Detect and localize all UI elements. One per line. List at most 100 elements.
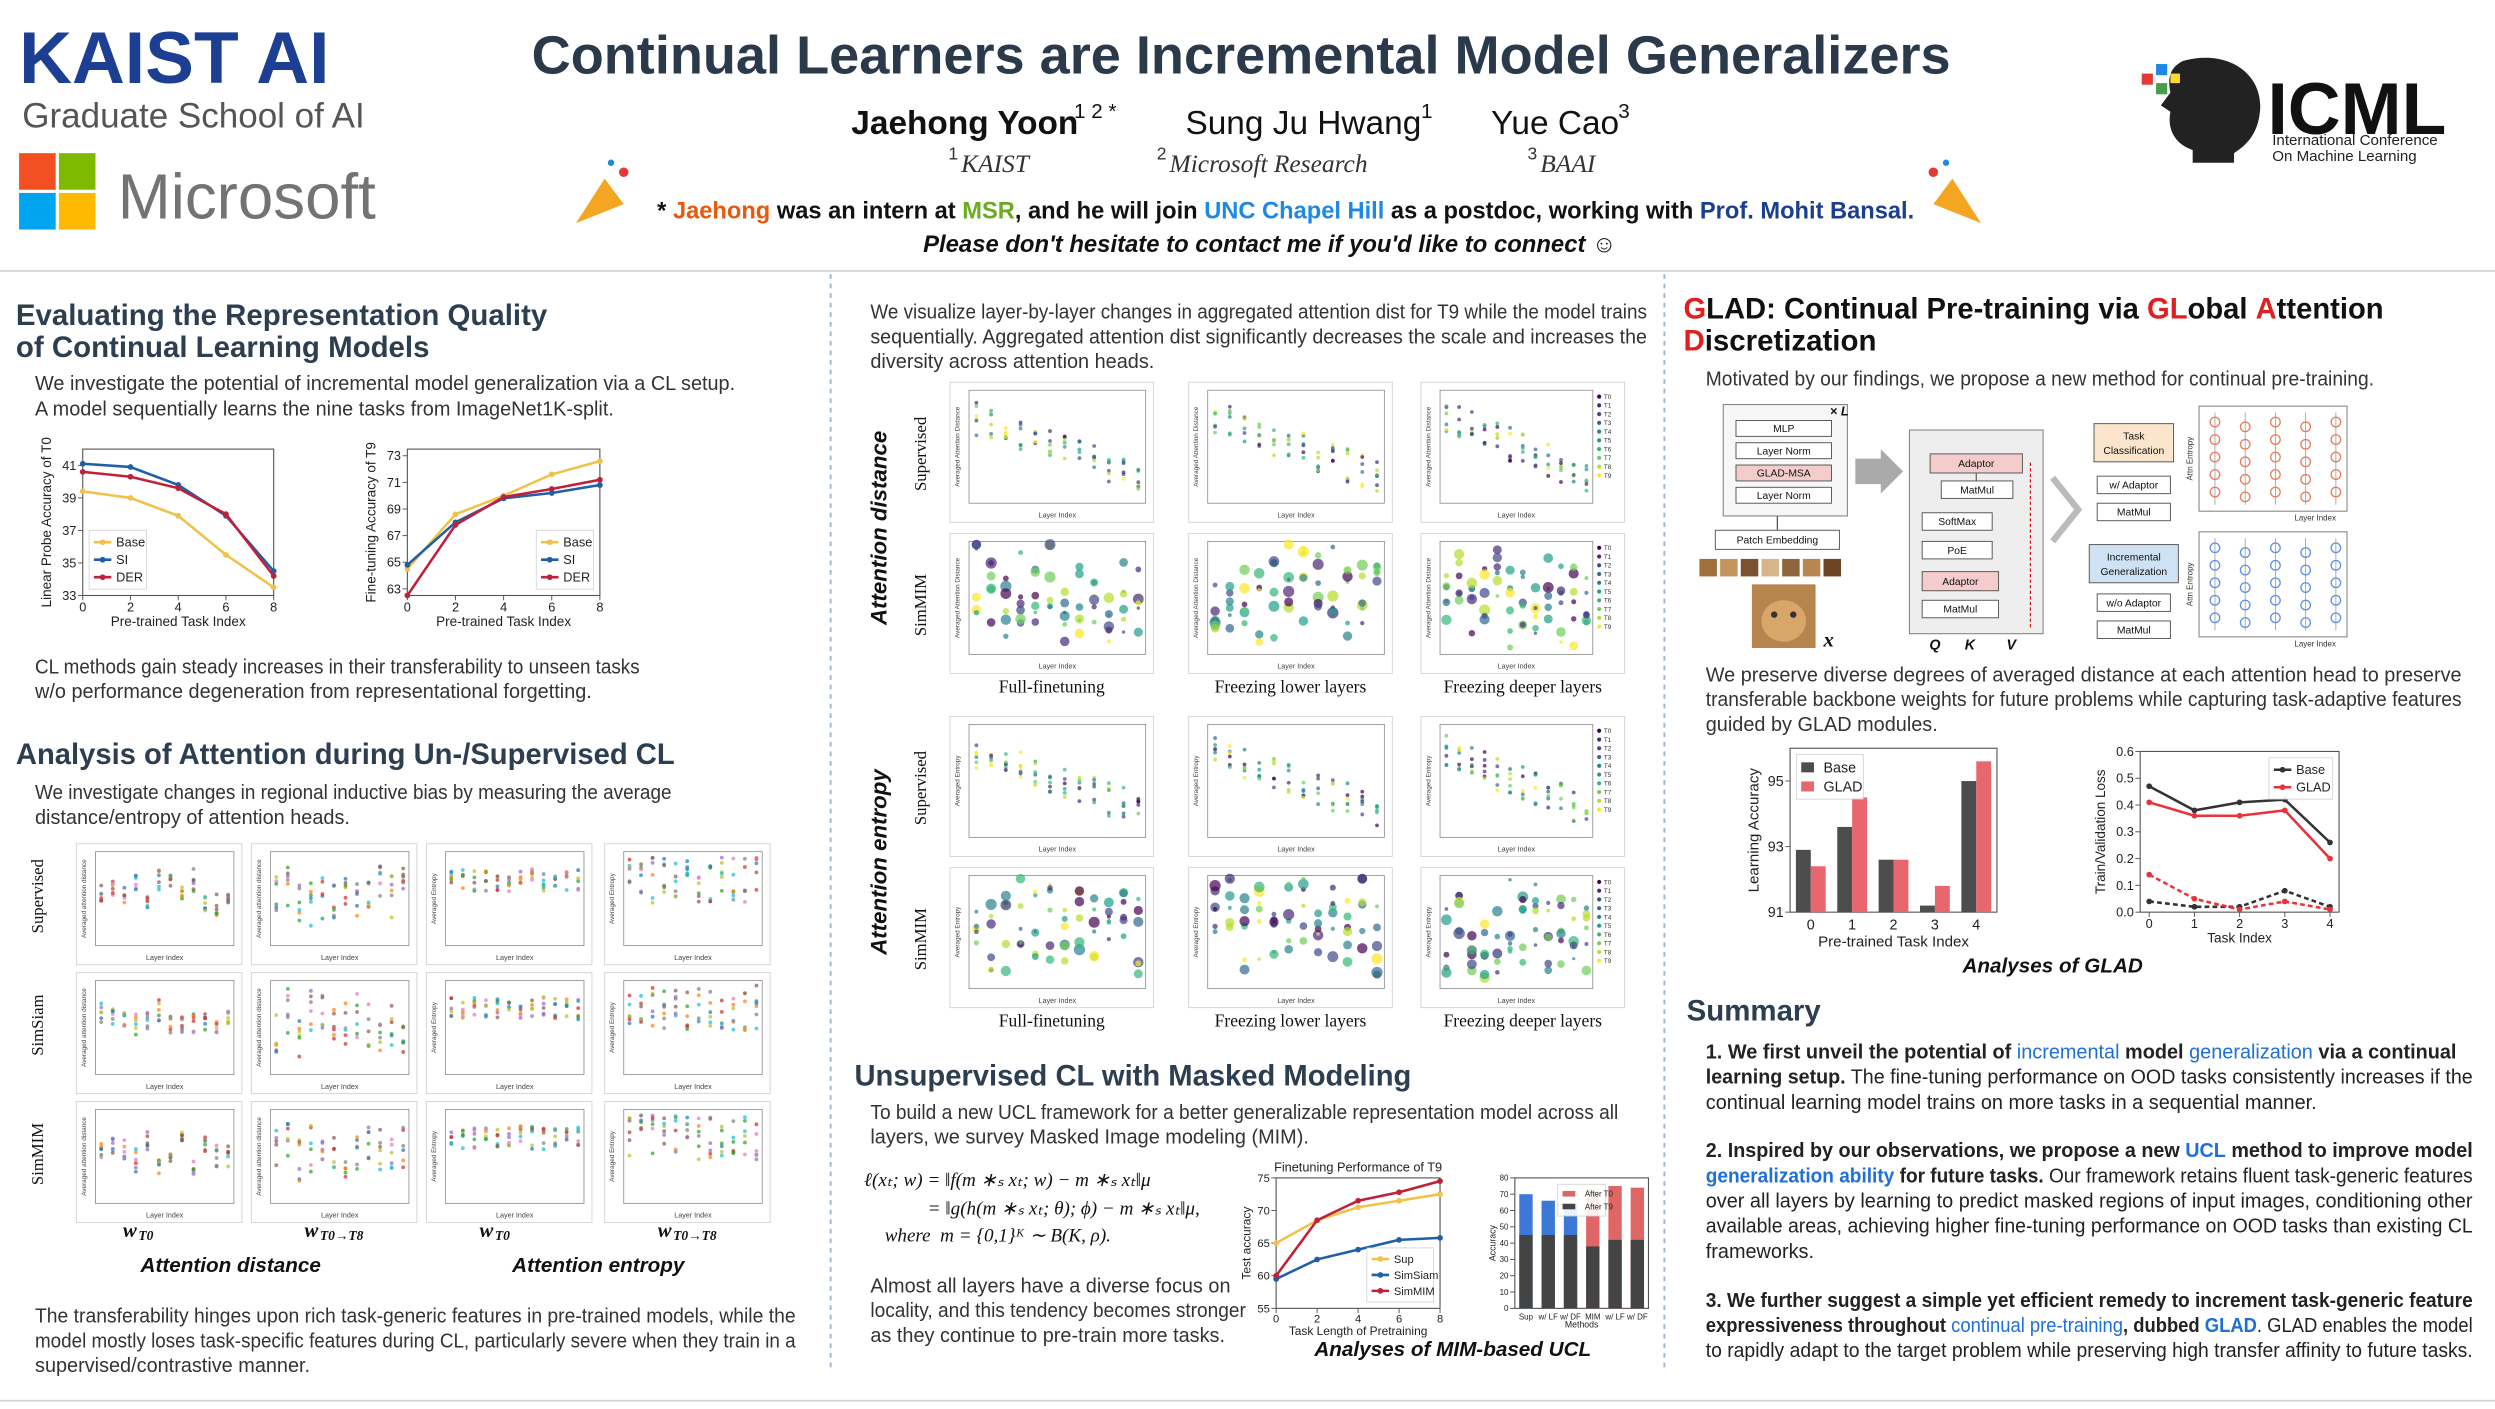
figure-dot <box>1075 562 1084 571</box>
figure-dot <box>708 1155 713 1160</box>
figure-dot <box>378 871 383 876</box>
figure-dot <box>708 1151 713 1156</box>
figure-dot <box>308 923 313 928</box>
figure-dot <box>180 894 184 899</box>
figure-dot <box>1360 455 1365 459</box>
column-label: w <box>479 1220 493 1242</box>
logo-text: ICML <box>2267 68 2446 150</box>
figure-dot <box>1360 462 1365 466</box>
diagram-label: MLP <box>1773 424 1794 435</box>
figure-dot <box>541 878 546 883</box>
figure-dot <box>1239 916 1250 927</box>
figure-dot <box>1256 918 1262 924</box>
figure-dot <box>1314 602 1323 611</box>
logo-pixel <box>2170 73 2180 84</box>
figure-dot <box>308 1022 313 1026</box>
figure-dot <box>1330 458 1335 463</box>
party-icon <box>1942 159 1950 166</box>
figure-dot <box>355 991 359 996</box>
diagram-box <box>1735 419 1832 437</box>
figure-dot <box>1444 427 1449 432</box>
figure-dot <box>1444 404 1449 409</box>
data-point <box>452 522 459 528</box>
figure-dot <box>973 610 980 616</box>
figure-dot <box>1269 587 1279 597</box>
figure-dot <box>553 1134 558 1139</box>
figure-dot <box>742 856 747 861</box>
figure-dot <box>1375 805 1379 809</box>
figure-dot <box>274 902 279 907</box>
figure-dot <box>1360 794 1365 799</box>
mini-plot-dot <box>2330 469 2342 480</box>
panel-axis-label: Averaged Attention Distance <box>1425 406 1432 487</box>
figure-dot <box>355 913 359 918</box>
figure-dot <box>1520 446 1525 450</box>
figure-dot <box>122 1155 127 1160</box>
figure-dot <box>1120 913 1128 921</box>
author-name: Yue Cao <box>1491 105 1619 142</box>
figure-dot <box>507 883 511 888</box>
text-span: 2. Inspired by our observations, we prop… <box>1706 1140 2186 1162</box>
data-point <box>404 562 411 568</box>
column-label-sub: T0→T8 <box>673 1228 717 1243</box>
figure-dot <box>1482 758 1487 762</box>
bar <box>1586 1246 1600 1309</box>
figure-dot <box>1482 423 1487 427</box>
figure-dot <box>1033 893 1038 898</box>
data-point <box>79 460 86 467</box>
figure-dot <box>1239 893 1250 904</box>
figure-dot <box>1457 417 1462 422</box>
diagram-box <box>1940 480 2014 499</box>
figure-dot <box>343 1033 348 1038</box>
author-superscript: 1 2 * <box>1074 100 1117 123</box>
figure-dot <box>401 1165 406 1170</box>
figure-dot <box>1469 426 1474 431</box>
figure-dot <box>1519 621 1526 628</box>
figure-dot <box>122 893 127 898</box>
figure-dot <box>1000 965 1011 977</box>
figure-dot <box>168 873 173 878</box>
text-span: ttention <box>2277 293 2384 326</box>
figure-dot <box>1226 589 1234 597</box>
bar <box>1878 859 1894 913</box>
mini-plot-dot <box>2330 542 2342 554</box>
figure-dot <box>1106 458 1111 462</box>
figure-dot <box>1479 587 1490 599</box>
column-label: Full-finetuning <box>999 1011 1105 1031</box>
figure-dot <box>639 1016 643 1021</box>
figure-dot <box>366 1017 371 1022</box>
legend-marker <box>1597 807 1602 812</box>
y-tick-label: 69 <box>387 501 401 516</box>
mini-plot <box>2198 405 2348 512</box>
figure-dot <box>308 988 313 993</box>
mini-plot-dot <box>2270 577 2281 589</box>
figure-dot <box>285 874 290 879</box>
figure-dot <box>989 435 994 440</box>
diagram-box <box>2096 620 2171 639</box>
figure-dot <box>1508 777 1512 782</box>
figure-dot <box>1327 951 1339 963</box>
figure-dot <box>1467 930 1477 941</box>
figure-dot <box>1286 780 1291 785</box>
figure-dot <box>1559 796 1563 801</box>
figure-dot <box>1286 881 1291 887</box>
diagram-arrow <box>2050 475 2083 544</box>
figure-dot <box>1457 750 1462 755</box>
figure-dot <box>530 1002 534 1007</box>
mini-plot-dot <box>2239 547 2251 558</box>
figure-dot <box>754 888 759 892</box>
figure-dot <box>1508 431 1512 436</box>
data-point <box>2191 807 2198 814</box>
figure-dot <box>274 875 279 879</box>
figure-dot <box>627 1116 632 1121</box>
panel-axis-label: Layer Index <box>1277 997 1315 1005</box>
figure-dot <box>332 1027 336 1032</box>
figure-dot <box>297 908 302 912</box>
data-point <box>597 482 603 488</box>
figure-dot <box>974 929 979 935</box>
figure-dot <box>518 1011 523 1016</box>
figure-dot <box>564 1137 569 1142</box>
figure-dot <box>742 899 747 904</box>
text-span: continual learning model trains on more … <box>1706 1092 2317 1114</box>
